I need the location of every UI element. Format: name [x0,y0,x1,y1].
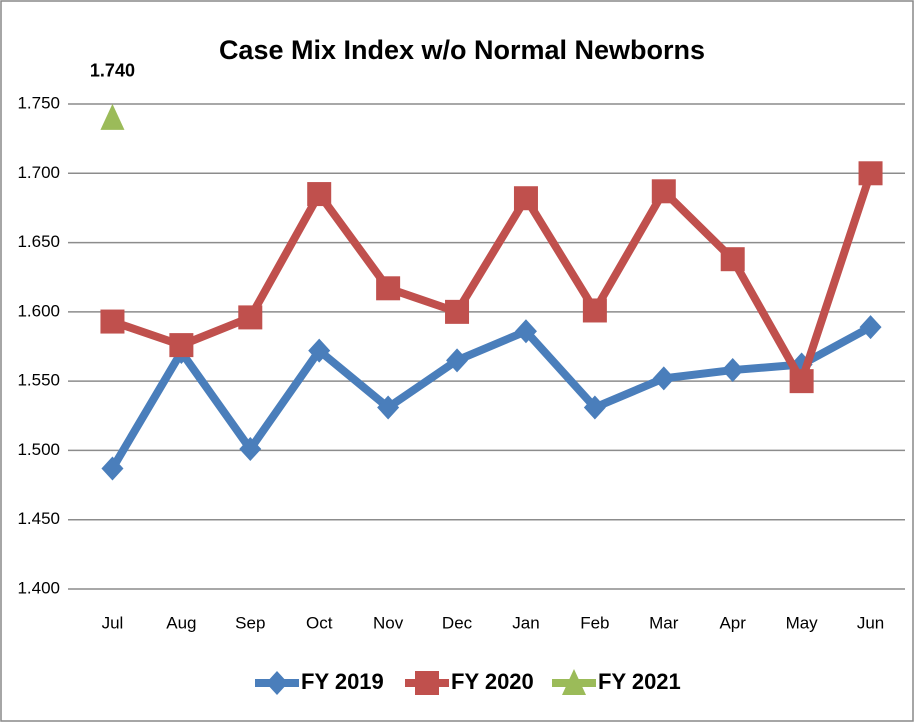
data-point [308,338,331,363]
y-tick-label: 1.400 [17,578,60,597]
data-point [513,186,538,211]
data-point [859,315,882,340]
legend-label: FY 2020 [451,669,534,694]
data-point [238,305,263,330]
data-point [377,395,400,420]
data-point [858,161,883,186]
data-point [101,456,124,481]
data-label: 1.740 [90,61,135,81]
legend-label: FY 2021 [598,669,681,694]
x-tick-label: Sep [235,613,265,632]
legend-marker [562,669,586,695]
y-tick-label: 1.650 [17,232,60,251]
legend-marker [266,671,288,695]
x-tick-label: Feb [580,613,609,632]
data-point [720,247,745,272]
x-tick-label: Jun [857,613,884,632]
data-point [789,369,814,394]
data-point [652,366,675,391]
data-point [446,348,469,373]
chart-title: Case Mix Index w/o Normal Newborns [219,35,705,65]
x-tick-label: Mar [649,613,679,632]
data-point [651,179,676,204]
y-tick-label: 1.700 [17,163,60,182]
data-point [445,299,470,324]
data-point [239,437,262,462]
data-point [169,333,194,358]
data-point [307,182,332,207]
legend-label: FY 2019 [301,669,384,694]
x-tick-label: Nov [373,613,404,632]
y-tick-label: 1.600 [17,301,60,320]
data-point [376,276,401,301]
data-point [100,309,125,334]
x-tick-label: Dec [442,613,473,632]
data-point [514,319,537,344]
legend-marker [415,671,439,695]
y-tick-label: 1.500 [17,440,60,459]
y-tick-label: 1.550 [17,371,60,390]
x-tick-label: Apr [719,613,746,632]
x-tick-label: Aug [166,613,196,632]
data-point [100,103,125,130]
x-tick-label: Jul [102,613,124,632]
x-tick-label: May [786,613,819,632]
x-tick-label: Jan [512,613,539,632]
y-tick-label: 1.750 [17,93,60,112]
data-point [583,395,606,420]
x-tick-label: Oct [306,613,333,632]
y-tick-label: 1.450 [17,509,60,528]
data-point [582,298,607,323]
data-point [721,358,744,383]
series-line [109,323,873,471]
